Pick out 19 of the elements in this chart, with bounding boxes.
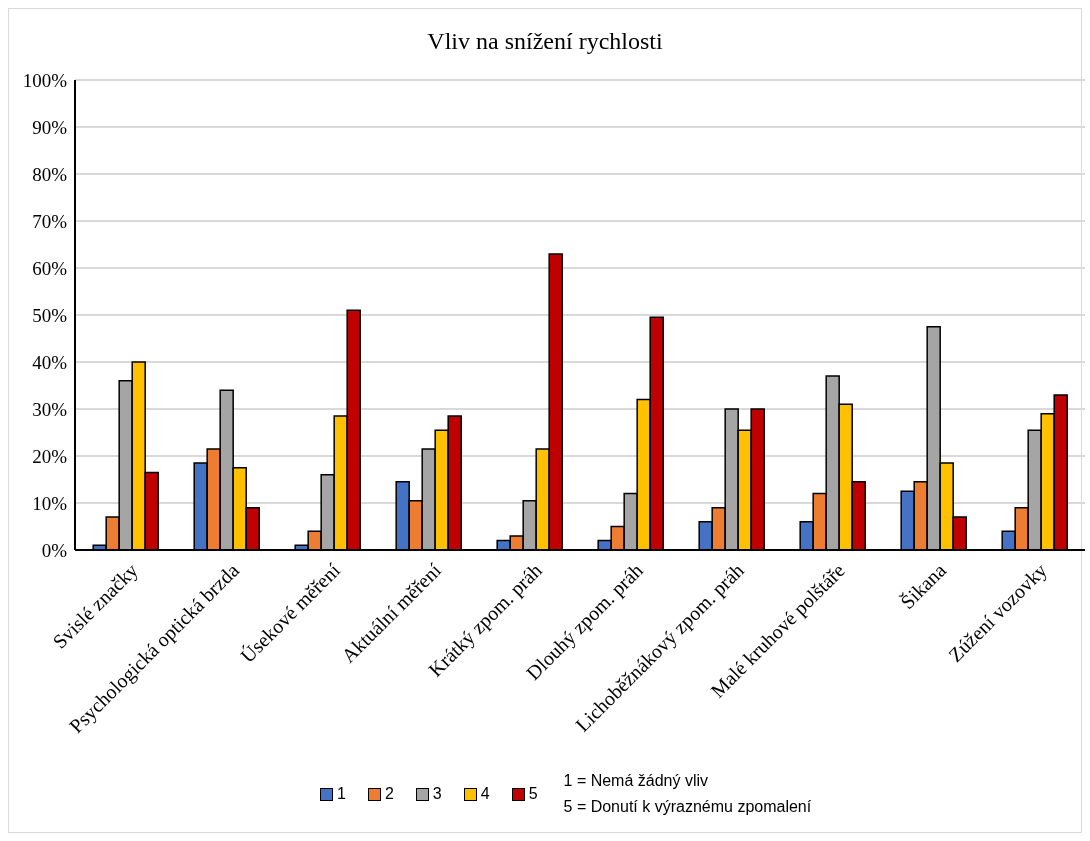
legend-label: 2 bbox=[384, 785, 394, 803]
chart-title: Vliv na snížení rychlosti bbox=[426, 28, 664, 55]
y-tick-label: 80% bbox=[32, 163, 68, 185]
text: 1 = Nemá žádný vliv bbox=[563, 771, 710, 791]
y-tick-label: 0% bbox=[41, 539, 68, 561]
y-tick-label: 60% bbox=[32, 257, 68, 279]
legend-label: 5 bbox=[528, 785, 538, 803]
legend-label: 4 bbox=[480, 785, 490, 803]
y-tick-label: 90% bbox=[32, 116, 68, 138]
y-tick-label: 30% bbox=[32, 398, 68, 420]
y-tick-label: 10% bbox=[32, 492, 68, 514]
y-tick-label: 20% bbox=[32, 445, 68, 467]
y-tick-label: 40% bbox=[32, 351, 68, 373]
legend-label: 3 bbox=[432, 785, 442, 803]
y-tick-label: 100% bbox=[22, 69, 68, 91]
y-tick-label: 70% bbox=[32, 210, 68, 232]
legend-label: 1 bbox=[337, 785, 346, 803]
y-tick-label: 50% bbox=[32, 304, 68, 326]
text: 5 = Donutí k výraznému zpomalení bbox=[563, 797, 812, 817]
